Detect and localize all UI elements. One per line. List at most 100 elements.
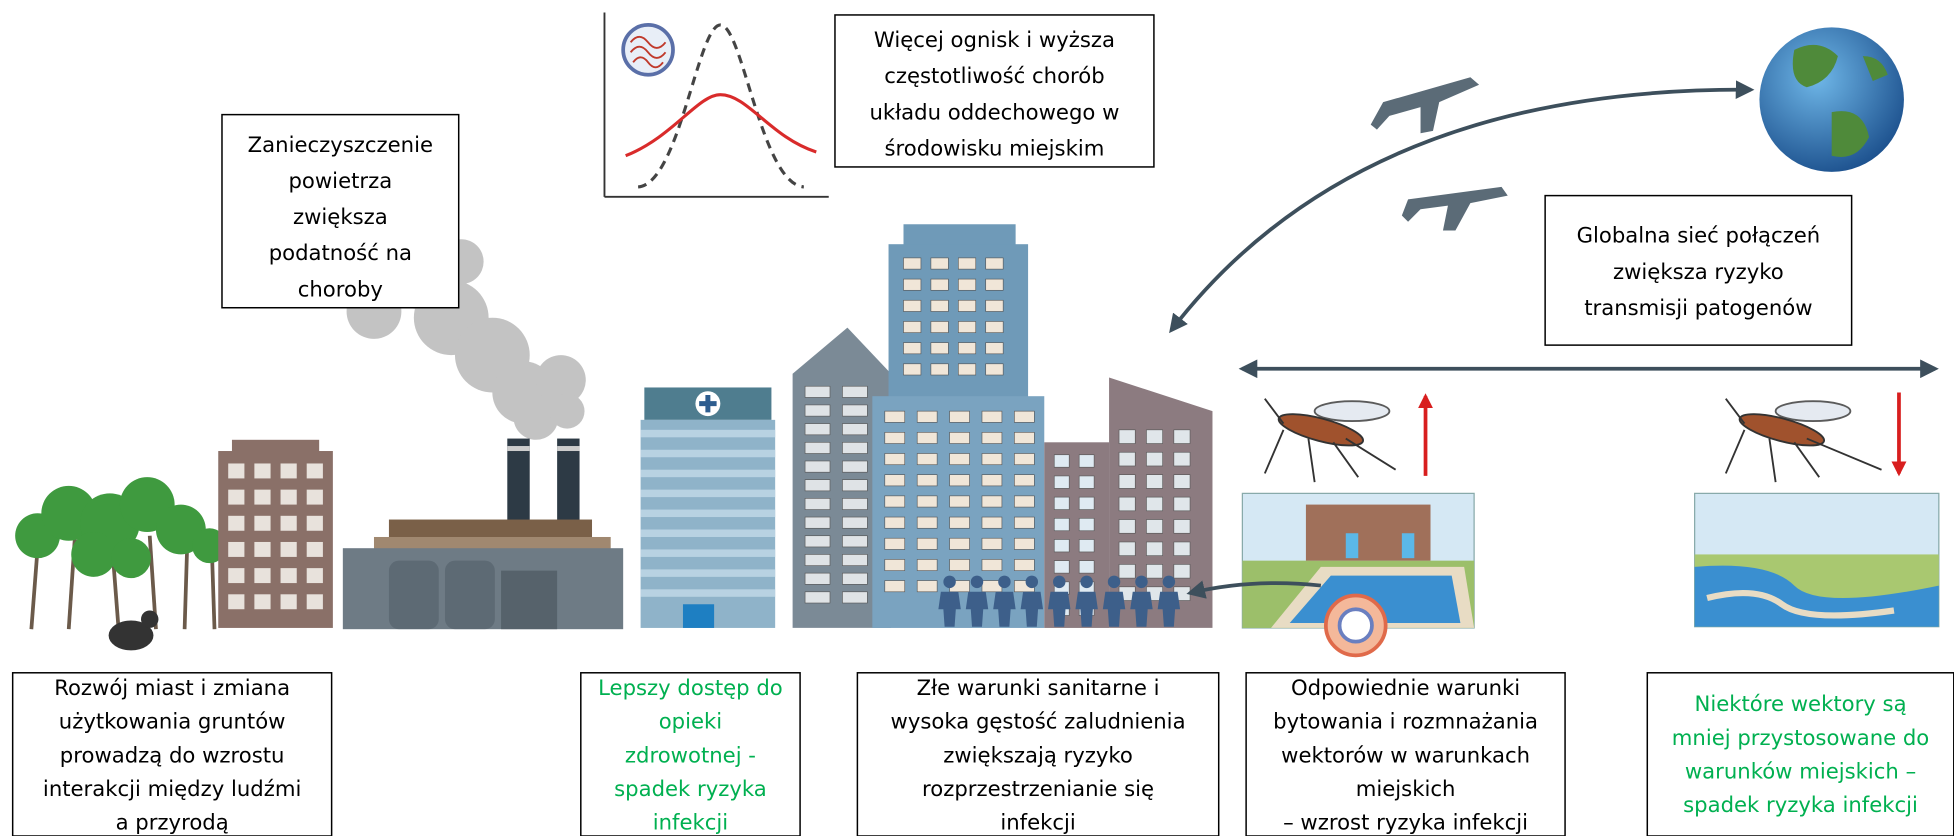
window — [842, 442, 867, 453]
person — [998, 576, 1010, 588]
window — [307, 463, 323, 478]
box-text: zwiększa ryzyko — [1613, 259, 1784, 284]
window — [931, 258, 948, 269]
window — [254, 594, 270, 609]
window — [254, 490, 270, 505]
window — [1146, 475, 1162, 489]
window — [281, 516, 297, 531]
window — [307, 516, 323, 531]
window — [1079, 561, 1094, 573]
window — [986, 300, 1003, 311]
window — [1119, 475, 1135, 489]
mosquito — [1265, 399, 1396, 482]
planes — [1371, 77, 1508, 230]
window — [958, 343, 975, 354]
box-text: interakcji między ludźmi — [43, 776, 301, 801]
window — [1174, 520, 1190, 534]
window — [950, 559, 970, 570]
window — [307, 490, 323, 505]
mosquito — [1726, 399, 1882, 482]
window — [950, 454, 970, 465]
window — [1054, 455, 1069, 467]
window-band — [641, 510, 776, 517]
window-band — [641, 549, 776, 556]
box-text: podatność na — [269, 240, 412, 265]
window — [903, 321, 920, 332]
box-text: transmisji patogenów — [1584, 295, 1812, 320]
factory — [343, 439, 623, 630]
window — [842, 480, 867, 491]
window — [950, 538, 970, 549]
window — [982, 559, 1002, 570]
window — [1014, 496, 1034, 507]
window — [958, 321, 975, 332]
window — [228, 542, 244, 557]
window — [917, 432, 937, 443]
window — [950, 411, 970, 422]
window — [1079, 476, 1094, 488]
window — [228, 490, 244, 505]
box-text: spadek ryzyka infekcji — [1683, 792, 1918, 817]
window — [842, 461, 867, 472]
box-text: Lepszy dostęp do — [598, 675, 783, 700]
box-text: mniej przystosowane do — [1672, 725, 1929, 750]
window — [307, 594, 323, 609]
window — [982, 517, 1002, 528]
box-text: Zanieczyszczenie — [248, 132, 433, 157]
box-text: częstotliwość chorób — [884, 63, 1104, 88]
window — [958, 258, 975, 269]
box-text: Niektóre wektory są — [1694, 691, 1906, 716]
window — [805, 498, 830, 509]
window — [805, 592, 830, 603]
window — [982, 475, 1002, 486]
building — [903, 224, 1015, 245]
window — [1174, 564, 1190, 578]
hospital — [641, 387, 776, 627]
window — [805, 517, 830, 528]
box-text: rozprzestrzenianie się — [922, 776, 1154, 801]
window — [842, 424, 867, 435]
window — [917, 411, 937, 422]
window — [805, 480, 830, 491]
window-band — [641, 569, 776, 576]
window — [917, 517, 937, 528]
window — [950, 475, 970, 486]
window — [958, 279, 975, 290]
box-text: użytkowania gruntów — [59, 709, 286, 734]
window — [1054, 561, 1069, 573]
window — [950, 496, 970, 507]
window — [1119, 520, 1135, 534]
window — [903, 258, 920, 269]
box-text: środowisku miejskim — [885, 136, 1105, 161]
window — [228, 463, 244, 478]
window — [1119, 542, 1135, 556]
window — [885, 517, 905, 528]
window — [842, 498, 867, 509]
window — [917, 581, 937, 592]
window — [986, 321, 1003, 332]
box-text: infekcji — [1000, 810, 1075, 835]
box-text: warunków miejskich – — [1685, 758, 1916, 783]
virus — [1326, 596, 1386, 656]
window — [842, 386, 867, 397]
window — [885, 538, 905, 549]
window — [307, 542, 323, 557]
person — [1080, 576, 1092, 588]
box-text: miejskich — [1356, 776, 1456, 801]
window — [1119, 452, 1135, 466]
box-text: wysoka gęstość zaludnienia — [891, 709, 1186, 734]
window — [281, 463, 297, 478]
curve-chart — [604, 12, 828, 196]
window — [1079, 497, 1094, 509]
window — [228, 594, 244, 609]
lake-scene — [1695, 493, 1939, 626]
window — [885, 475, 905, 486]
window-band — [641, 530, 776, 537]
window — [917, 454, 937, 465]
window — [931, 300, 948, 311]
window-band — [641, 470, 776, 477]
window — [1014, 538, 1034, 549]
window — [885, 432, 905, 443]
window — [1014, 411, 1034, 422]
box-text: wektorów w warunkach — [1281, 742, 1530, 767]
